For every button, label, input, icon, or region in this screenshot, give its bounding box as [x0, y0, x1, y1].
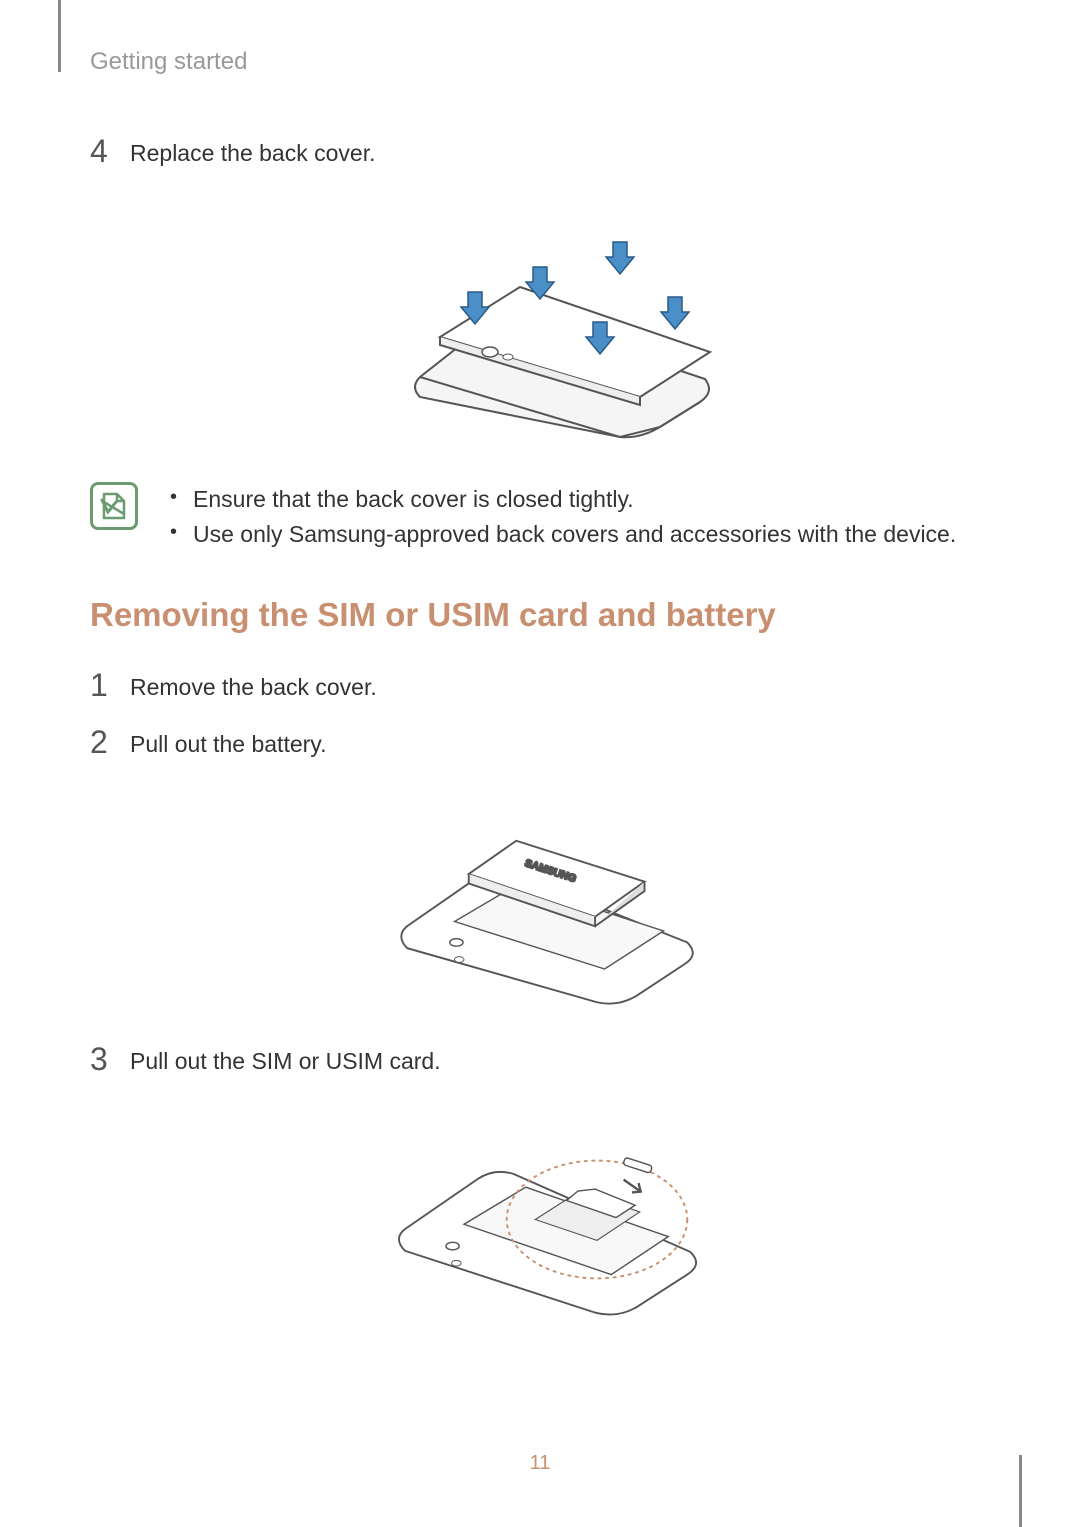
step-number: 3 [90, 1043, 130, 1075]
note-item: • Use only Samsung-approved back covers … [170, 521, 956, 548]
note-list: • Ensure that the back cover is closed t… [170, 482, 956, 556]
note-icon [90, 482, 138, 530]
illustration-battery: SAMSUNG [90, 778, 990, 1008]
sim-svg [350, 1095, 730, 1325]
note-box: • Ensure that the back cover is closed t… [90, 482, 990, 556]
step-1: 1 Remove the back cover. [90, 669, 990, 701]
step-number: 4 [90, 135, 130, 167]
section-heading: Removing the SIM or USIM card and batter… [90, 596, 990, 634]
note-item: • Ensure that the back cover is closed t… [170, 486, 956, 513]
page-border-left [58, 0, 61, 72]
bullet-icon: • [170, 521, 177, 548]
note-text-2: Use only Samsung-approved back covers an… [193, 521, 956, 548]
step-text: Pull out the SIM or USIM card. [130, 1043, 441, 1075]
step-text: Pull out the battery. [130, 726, 326, 758]
header-section-name: Getting started [90, 48, 247, 76]
note-text-1: Ensure that the back cover is closed tig… [193, 486, 634, 513]
illustration-back-cover [90, 187, 990, 447]
page-number: 11 [530, 1452, 551, 1475]
step-text: Replace the back cover. [130, 135, 375, 167]
illustration-sim [90, 1095, 990, 1325]
step-number: 1 [90, 669, 130, 701]
bullet-icon: • [170, 486, 177, 513]
step-4: 4 Replace the back cover. [90, 135, 990, 167]
back-cover-svg [340, 187, 740, 447]
step-2: 2 Pull out the battery. [90, 726, 990, 758]
step-number: 2 [90, 726, 130, 758]
step-3: 3 Pull out the SIM or USIM card. [90, 1043, 990, 1075]
page-content: 4 Replace the back cover. [90, 135, 990, 1360]
battery-svg: SAMSUNG [350, 778, 730, 1008]
step-text: Remove the back cover. [130, 669, 377, 701]
page-border-right [1019, 1455, 1022, 1527]
